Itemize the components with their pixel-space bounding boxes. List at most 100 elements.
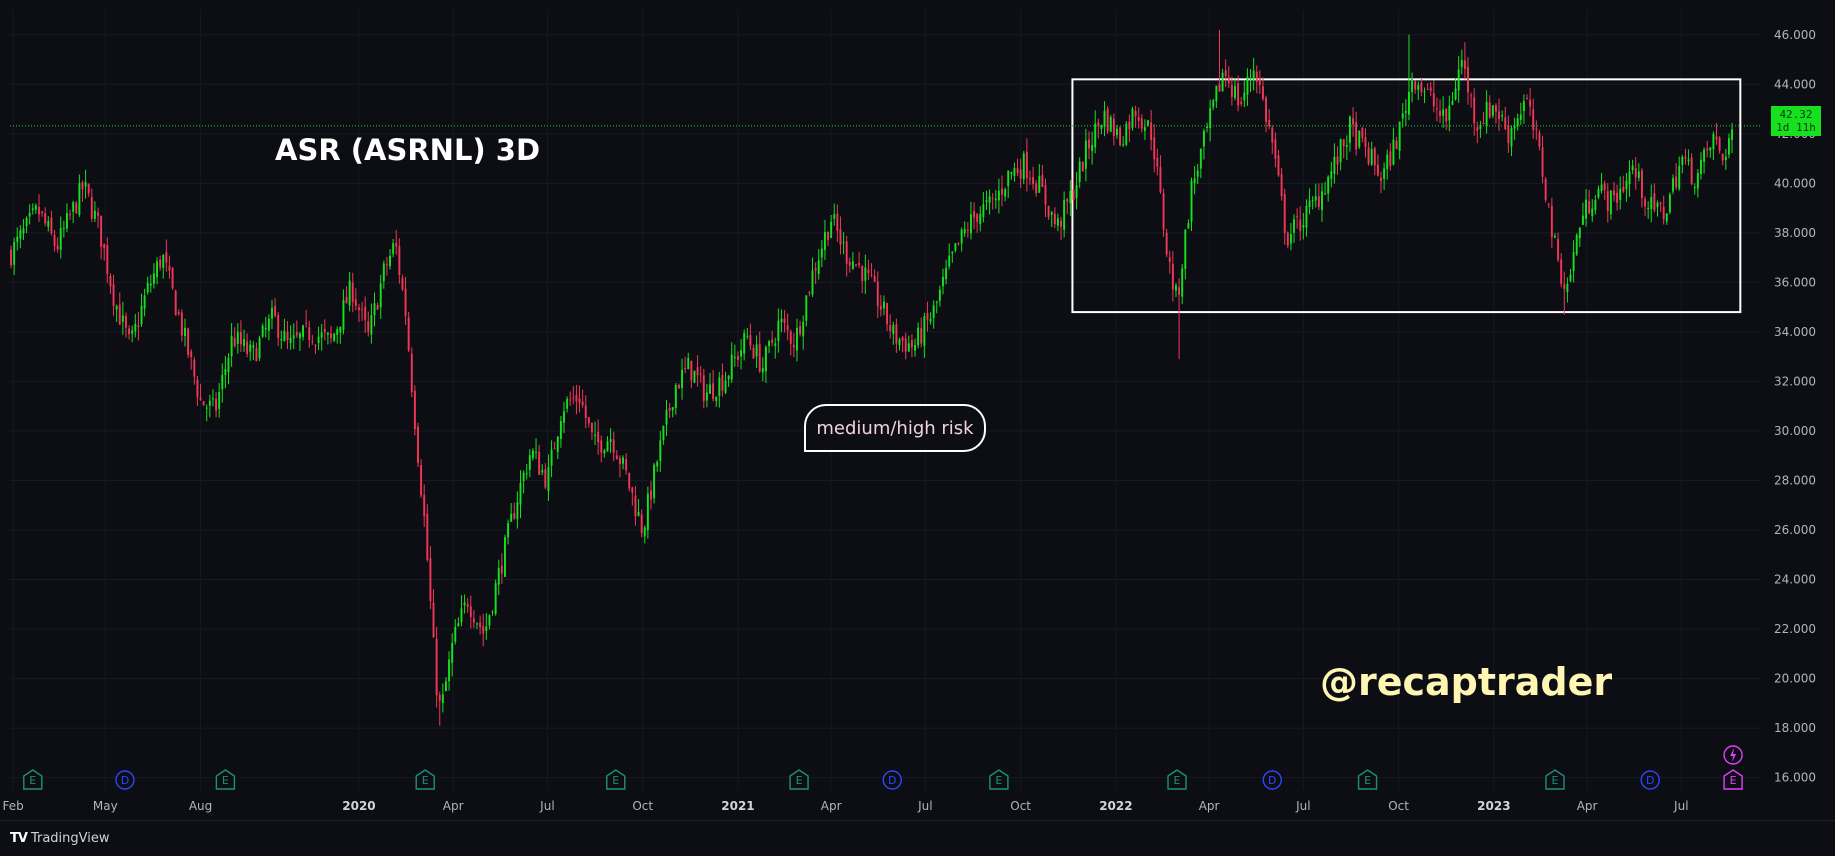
candle-down (1053, 207, 1056, 229)
candle-body (1656, 202, 1659, 208)
candle-body (162, 255, 165, 268)
candle-up (1404, 99, 1407, 126)
candle-body (354, 299, 357, 306)
candle-up (392, 239, 395, 258)
candle-up (146, 276, 149, 295)
candle-down (1255, 65, 1258, 94)
candle-down (1041, 164, 1044, 188)
candle-body (1566, 283, 1569, 292)
earnings-marker[interactable]: E (23, 769, 43, 790)
dividend-marker[interactable]: D (882, 770, 902, 790)
candle-body (612, 439, 615, 453)
earnings-marker[interactable]: E (215, 769, 236, 790)
candle-body (1628, 171, 1631, 185)
candle-down (1706, 141, 1709, 158)
candlestick-chart[interactable]: E D E E E E D E E D E E D E 16.000 18.000 20.000 22.000 2… (0, 0, 1835, 820)
candle-up (1184, 229, 1187, 280)
candle-down (1088, 131, 1090, 160)
candle-body (264, 327, 267, 330)
earnings-marker[interactable]: E (989, 769, 1009, 790)
candle-down (109, 273, 112, 295)
candle-up (1010, 171, 1013, 180)
candle-body (727, 375, 730, 380)
candle-body (1619, 188, 1622, 201)
dividend-marker[interactable]: D (115, 770, 135, 790)
earnings-marker[interactable]: E (1357, 769, 1378, 790)
candle-body (1019, 169, 1022, 179)
candle-up (264, 316, 267, 338)
candle-up (1345, 135, 1348, 161)
candle-down (1541, 135, 1544, 184)
candle-body (973, 211, 976, 218)
tradingview-logo[interactable]: TV TradingView (10, 831, 109, 846)
candle-body (823, 232, 826, 250)
candle-body (81, 182, 84, 190)
earnings-marker[interactable]: E (1545, 769, 1565, 790)
candle-body (1526, 98, 1528, 100)
candle-body (1703, 149, 1706, 162)
dividend-marker[interactable]: D (1640, 770, 1660, 790)
candle-up (1591, 199, 1594, 222)
candle-up (1631, 159, 1634, 175)
candle-up (643, 525, 646, 544)
candle-body (1718, 137, 1721, 151)
candle-body (507, 523, 510, 538)
earnings-marker[interactable]: E (415, 769, 435, 790)
candle-body (417, 426, 419, 463)
candle-down (1535, 120, 1538, 140)
dividend-marker[interactable]: D (1262, 770, 1282, 790)
candle-body (1435, 108, 1438, 110)
candle-body (168, 266, 171, 271)
candle-body (196, 379, 199, 398)
candle-body (292, 335, 295, 339)
candle-body (326, 332, 329, 335)
earnings-marker[interactable]: E (606, 769, 626, 790)
candle-up (1358, 130, 1361, 150)
candle-up (1327, 175, 1330, 202)
candle-up (1731, 122, 1734, 154)
risk-callout[interactable]: medium/high risk (804, 404, 986, 452)
candle-body (1025, 151, 1028, 179)
candle-down (1494, 103, 1497, 124)
marker-letter: E (612, 774, 619, 787)
earnings-marker[interactable]: E (1723, 769, 1743, 790)
candle-body (594, 434, 597, 436)
candle-body (109, 275, 112, 287)
candle-body (796, 327, 798, 351)
candle-body (715, 396, 718, 401)
candle-up (1383, 162, 1386, 190)
candle-body (53, 234, 56, 246)
candle-body (320, 332, 323, 338)
candle-down (1684, 148, 1687, 165)
candle-up (1308, 188, 1311, 215)
candle-down (1498, 98, 1501, 132)
candle-up (140, 293, 143, 327)
candle-body (677, 384, 680, 389)
candle-body (755, 344, 758, 357)
candle-body (1622, 186, 1625, 192)
candle-body (883, 301, 885, 309)
earnings-marker[interactable]: E (1167, 769, 1187, 790)
earnings-marker-shape (789, 769, 809, 790)
candle-up (1221, 68, 1224, 92)
candle-body (1603, 183, 1606, 190)
earnings-marker[interactable]: E (789, 769, 809, 790)
marker-letter: E (422, 774, 429, 787)
candle-body (976, 214, 979, 222)
candle-up (261, 323, 264, 339)
candle-body (1426, 89, 1429, 91)
candle-up (761, 357, 764, 382)
candle-up (59, 216, 62, 259)
candle-up (1625, 172, 1628, 202)
candle-body (1606, 191, 1609, 212)
candle-body (758, 343, 761, 372)
candle-up (1672, 174, 1674, 195)
candle-up (1519, 102, 1522, 125)
dividend-marker-shape (1262, 770, 1282, 790)
candle-down (1178, 278, 1181, 360)
candle-up (755, 335, 758, 368)
candle-body (839, 229, 842, 245)
candle-body (1504, 117, 1507, 130)
candle-body (202, 401, 205, 406)
candle-body (432, 602, 435, 638)
